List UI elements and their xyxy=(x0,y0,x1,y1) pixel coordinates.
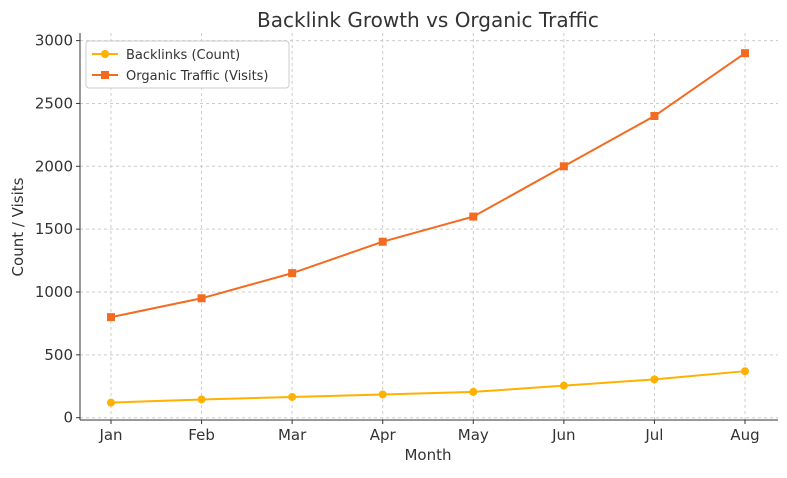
data-point-backlinks xyxy=(650,375,659,384)
x-tick-label: Apr xyxy=(370,426,397,444)
y-tick-label: 500 xyxy=(44,346,73,364)
x-tick-label: Feb xyxy=(188,426,215,444)
data-point-traffic xyxy=(559,162,568,171)
x-tick-label: Mar xyxy=(278,426,307,444)
plot-frame xyxy=(80,33,778,420)
x-ticks: Jan Feb Mar Apr May Jun Jul Aug xyxy=(98,420,760,444)
chart-title: Backlink Growth vs Organic Traffic xyxy=(257,8,599,32)
series-group xyxy=(107,49,749,407)
data-point-backlinks xyxy=(741,367,749,376)
data-point-traffic xyxy=(288,269,297,278)
data-point-traffic xyxy=(469,212,478,221)
x-tick-label: Jan xyxy=(98,426,122,444)
x-axis-label: Month xyxy=(404,446,451,464)
data-point-backlinks xyxy=(378,390,387,399)
legend-label-traffic: Organic Traffic (Visits) xyxy=(126,69,269,84)
series-line-traffic xyxy=(110,52,746,319)
y-tick-label: 1500 xyxy=(35,220,73,238)
y-tick-label: 2000 xyxy=(35,157,73,175)
data-point-backlinks xyxy=(288,392,297,401)
grid xyxy=(80,33,778,420)
legend-marker-backlinks xyxy=(101,50,109,58)
y-tick-label: 2500 xyxy=(35,94,73,112)
data-point-traffic xyxy=(197,294,206,303)
data-point-traffic xyxy=(378,237,387,246)
legend-box xyxy=(85,40,290,89)
x-tick-label: Jul xyxy=(644,426,663,444)
x-tick-label: May xyxy=(458,426,489,444)
y-tick-label: 3000 xyxy=(35,32,73,50)
series-line-backlinks xyxy=(110,370,746,404)
x-tick-label: Aug xyxy=(730,426,759,444)
data-point-backlinks xyxy=(197,395,206,404)
y-tick-label: 1000 xyxy=(35,283,73,301)
data-point-traffic xyxy=(107,313,115,322)
data-point-traffic xyxy=(741,49,749,58)
x-tick-label: Jun xyxy=(551,426,575,444)
y-tick-label: 0 xyxy=(63,409,73,427)
y-ticks: 0 500 1000 1500 2000 2500 3000 xyxy=(35,32,80,427)
data-point-backlinks xyxy=(107,398,115,407)
data-point-traffic xyxy=(650,112,659,121)
legend-label-backlinks: Backlinks (Count) xyxy=(126,48,240,63)
data-point-backlinks xyxy=(469,387,478,396)
data-point-backlinks xyxy=(559,381,568,390)
legend-marker-traffic xyxy=(101,71,109,79)
y-axis-label: Count / Visits xyxy=(9,177,27,276)
legend: Backlinks (Count) Organic Traffic (Visit… xyxy=(85,40,290,89)
